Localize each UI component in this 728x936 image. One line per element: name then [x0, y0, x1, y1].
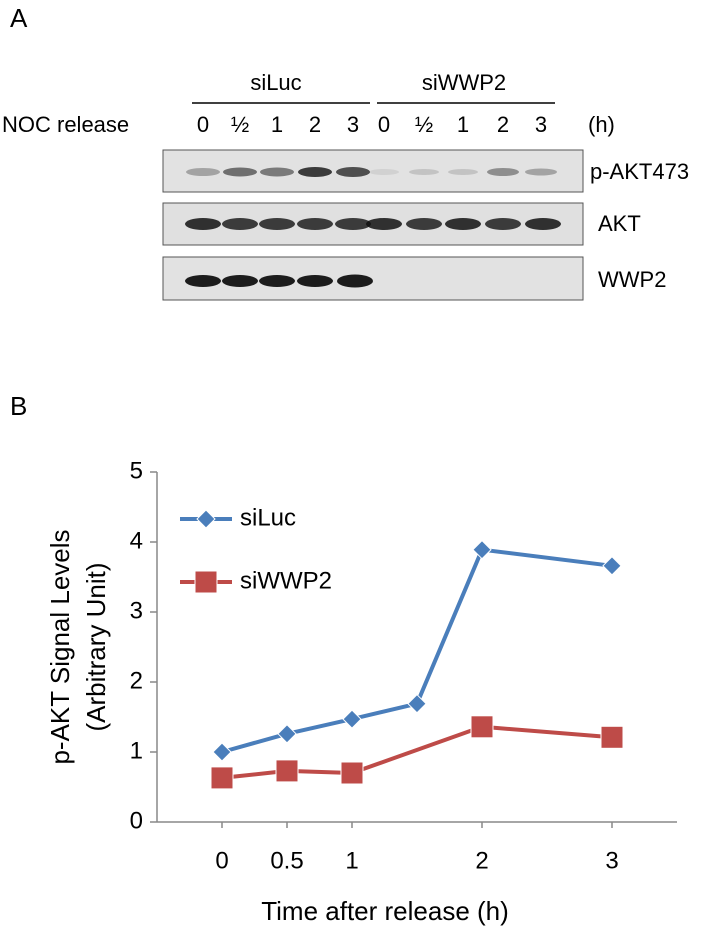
- y-tick-label: 3: [130, 597, 143, 624]
- data-point: [602, 556, 622, 576]
- data-point: [210, 766, 234, 790]
- y-tick-label: 5: [130, 457, 143, 484]
- x-tick-label: 0.5: [270, 847, 303, 874]
- x-tick-label: 2: [475, 847, 488, 874]
- lane-label: 0: [197, 112, 209, 137]
- lane-label: 1: [457, 112, 469, 137]
- data-point: [212, 742, 232, 762]
- x-tick-label: 3: [605, 847, 618, 874]
- data-point: [342, 709, 362, 729]
- panel-label: A: [10, 3, 28, 33]
- bands: [185, 167, 561, 288]
- data-point: [470, 715, 494, 739]
- y-tick-label: 0: [130, 807, 143, 834]
- group-label: siLuc: [250, 70, 301, 95]
- legend-label: siWWP2: [240, 567, 332, 594]
- line-chart: p-AKT Signal Levels (Arbitrary Unit) Tim…: [45, 457, 677, 926]
- row-label: NOC release: [2, 112, 129, 137]
- series-line: [221, 547, 613, 754]
- data-point: [600, 725, 624, 749]
- group-label: siWWP2: [422, 70, 506, 95]
- lane-label: 1: [271, 112, 283, 137]
- y-tick-label: 2: [130, 667, 143, 694]
- legend-marker: [194, 570, 218, 594]
- legend-marker: [196, 509, 216, 529]
- y-axis-title: (Arbitrary Unit): [81, 562, 111, 731]
- y-axis-title: p-AKT Signal Levels: [45, 529, 75, 764]
- x-axis-title: Time after release (h): [261, 896, 509, 926]
- data-point: [340, 761, 364, 785]
- unit: (h): [588, 112, 615, 137]
- data-point: [472, 539, 492, 560]
- y-tick-label: 4: [130, 527, 143, 554]
- y-tick-label: 1: [130, 737, 143, 764]
- legend-label: siLuc: [240, 504, 296, 531]
- x-tick-label: 1: [345, 847, 358, 874]
- data-point: [407, 693, 427, 714]
- data-point: [277, 724, 297, 744]
- data-point: [275, 759, 299, 783]
- band-label: WWP2: [598, 267, 666, 292]
- lane-label: 3: [535, 112, 547, 137]
- lane-label: 0: [378, 112, 390, 137]
- band-label: p-AKT473: [590, 159, 689, 184]
- x-tick-label: 0: [215, 847, 228, 874]
- lane-label: ½: [231, 112, 249, 137]
- lane-label: 2: [309, 112, 321, 137]
- lane-label: ½: [415, 112, 433, 137]
- panel-label: B: [10, 391, 27, 421]
- band-label: AKT: [598, 211, 641, 236]
- lane-label: 3: [347, 112, 359, 137]
- lane-label: 2: [497, 112, 509, 137]
